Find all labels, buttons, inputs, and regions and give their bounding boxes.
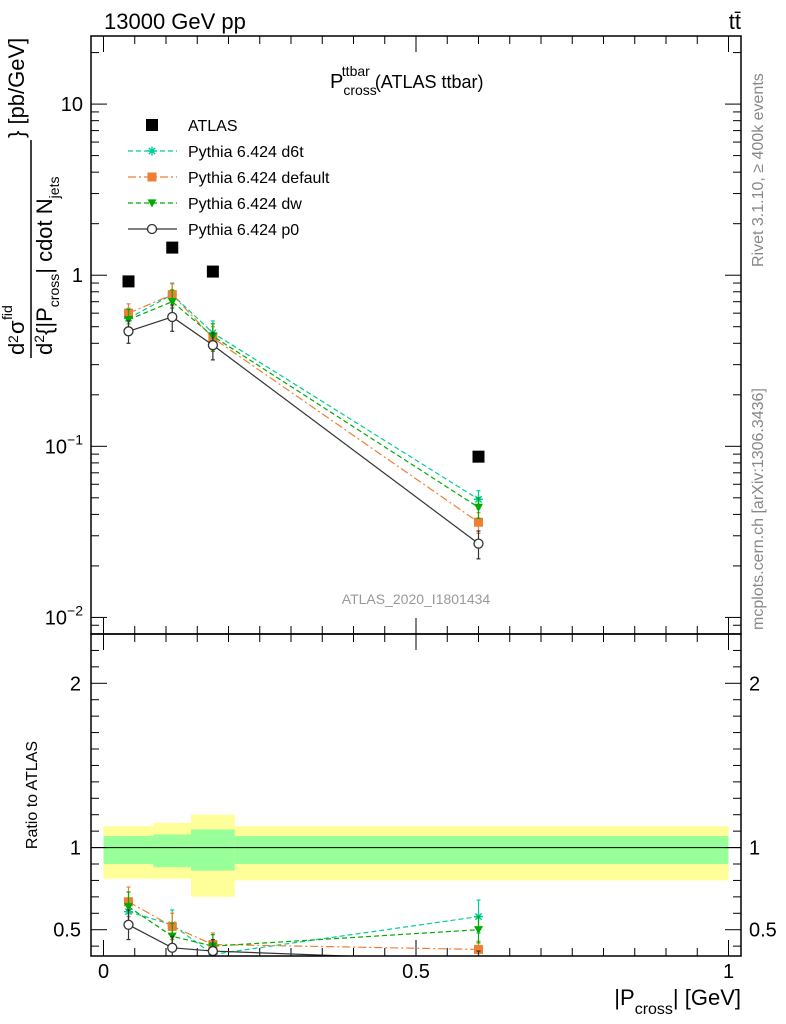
data-point-pythia-6-424-p0 (473, 538, 484, 549)
legend-marker-pythia-6-424-default (147, 172, 157, 182)
header-right: tt̄ (729, 9, 741, 34)
legend: ATLAS Pythia 6.424 d6t Pythia 6.424 defaul… (128, 118, 330, 239)
ratio-y-tick-label-right: 0.5 (749, 920, 777, 942)
data-point-pythia-6-424-p0 (477, 955, 480, 956)
main-axis-ticks: 10−2 10−1 1 10 (45, 36, 741, 635)
header-left: 13000 GeV pp (104, 9, 246, 34)
svg-text:fid: fid (0, 305, 15, 320)
ratio-y-tick-label: 0.5 (53, 920, 81, 942)
main-y-label: d 2 σ fid d2{|Pcross| cdot Njets } [pb/G… (0, 38, 62, 358)
data-point-atlas (472, 450, 485, 463)
data-point-pythia-6-424-p0 (167, 311, 178, 323)
ratio-axis-ticks: 0.5 0.5 1 1 2 2 0 0.5 1 (53, 634, 777, 983)
data-point-pythia-6-424-p0 (123, 326, 134, 337)
ratio-frame (90, 633, 742, 957)
y-tick-label: 10 (61, 94, 83, 116)
data-point-pythia-6-424-dw (124, 903, 133, 912)
ratio-panel: 0.5 0.5 1 1 2 2 0 0.5 1 Ratio to ATLAS |Pcross| … (24, 633, 777, 1018)
ratio-y-tick-label: 2 (70, 673, 81, 695)
legend-marker-pythia-6-424-p0 (146, 223, 158, 235)
x-axis-label: |Pcross| [GeV] (614, 985, 741, 1018)
ratio-band-inner (234, 836, 729, 864)
main-panel: 10−2 10−1 1 10 Pcrossttbar (ATLAS ttbar) AT… (0, 35, 742, 635)
data-point-pythia-6-424-dw (474, 926, 483, 935)
series-line-pythia-6-424-p0 (128, 924, 362, 956)
ratio-band-inner (103, 836, 154, 864)
series-line-pythia-6-424-default (128, 901, 479, 951)
ratio-data (123, 886, 483, 956)
data-point-pythia-6-424-p0 (207, 340, 219, 351)
data-point-atlas (166, 241, 179, 254)
analysis-label: ATLAS_2020_I1801434 (342, 591, 491, 607)
data-point-pythia-6-424-dw (474, 503, 483, 512)
ratio-bands (103, 814, 729, 897)
chart-title: Pcrossttbar (ATLAS ttbar) (330, 63, 484, 98)
rivet-label: Rivet 3.1.10, ≥ 400k events (750, 73, 767, 267)
data-point-pythia-6-424-default (474, 517, 483, 527)
y-tick-label: 1 (72, 265, 83, 287)
legend-label-atlas: ATLAS (188, 118, 238, 135)
ratio-y-tick-label-right: 1 (749, 838, 760, 860)
data-point-pythia-6-424-dw (167, 298, 177, 307)
y-tick-label: 10−2 (45, 602, 83, 629)
series-line-pythia-6-424-dw (128, 906, 479, 947)
data-point-pythia-6-424-p0 (123, 919, 134, 930)
x-tick-label: 0.5 (402, 961, 430, 983)
series-line-pythia-6-424-default (128, 293, 479, 523)
data-point-atlas (122, 275, 135, 288)
x-tick-label: 0 (98, 961, 109, 983)
y-tick-label: 10−1 (45, 431, 83, 458)
svg-text:} [pb/GeV]: } [pb/GeV] (4, 38, 29, 138)
data-point-pythia-6-424-dw (124, 316, 133, 325)
legend-marker-pythia-6-424-d6t (147, 146, 157, 156)
data-point-atlas (206, 265, 219, 278)
mcplots-label: mcplots.cern.ch [arXiv:1306.3436] (750, 388, 767, 630)
svg-text:2: 2 (5, 335, 21, 343)
ratio-band-inner (191, 829, 235, 871)
ratio-y-tick-label-right: 2 (749, 673, 760, 695)
data-point-pythia-6-424-p0 (167, 942, 178, 953)
ratio-band-inner (153, 834, 191, 868)
legend-label-pythia-6-424-p0: Pythia 6.424 p0 (188, 222, 299, 239)
main-data (122, 241, 485, 560)
x-tick-label: 1 (723, 961, 734, 983)
series-line-pythia-6-424-dw (128, 301, 479, 508)
data-point-pythia-6-424-p0 (207, 945, 219, 956)
ratio-y-label: Ratio to ATLAS (24, 741, 41, 849)
svg-text:d2{|Pcross| cdot Njets: d2{|Pcross| cdot Njets (31, 177, 62, 355)
data-point-pythia-6-424-default (474, 944, 483, 954)
ratio-y-tick-label: 1 (70, 838, 81, 860)
legend-marker-atlas (146, 119, 158, 131)
svg-text:d: d (4, 343, 29, 355)
legend-label-pythia-6-424-dw: Pythia 6.424 dw (188, 196, 302, 213)
legend-label-pythia-6-424-d6t: Pythia 6.424 d6t (188, 144, 304, 161)
series-line-pythia-6-424-d6t (128, 293, 479, 500)
legend-marker-pythia-6-424-dw (147, 199, 157, 208)
svg-text:σ: σ (4, 320, 29, 334)
series-line-pythia-6-424-p0 (128, 316, 479, 545)
legend-label-pythia-6-424-default: Pythia 6.424 default (188, 170, 330, 187)
